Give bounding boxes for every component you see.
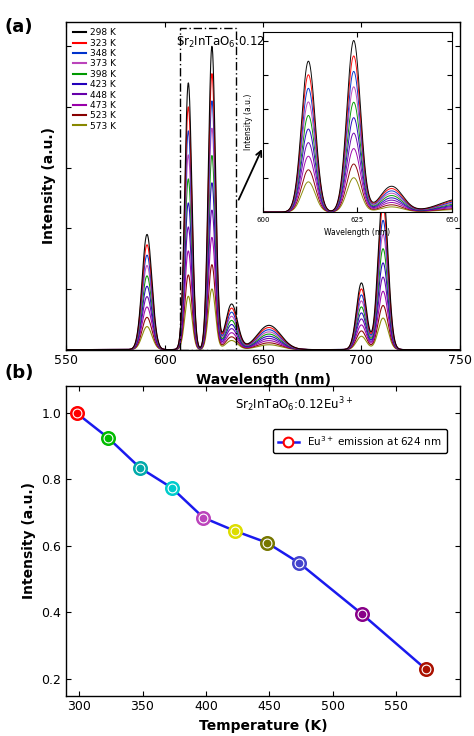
Text: (b): (b) <box>5 364 34 382</box>
Legend: 298 K, 323 K, 348 K, 373 K, 398 K, 423 K, 448 K, 473 K, 523 K, 573 K: 298 K, 323 K, 348 K, 373 K, 398 K, 423 K… <box>71 26 118 132</box>
X-axis label: Wavelength (nm): Wavelength (nm) <box>196 373 330 387</box>
X-axis label: Temperature (K): Temperature (K) <box>199 719 328 733</box>
Bar <box>181 28 236 350</box>
Text: (a): (a) <box>5 18 33 36</box>
Y-axis label: Intensity (a.u.): Intensity (a.u.) <box>22 483 36 599</box>
Y-axis label: Intensity (a.u.): Intensity (a.u.) <box>42 127 56 244</box>
Text: Sr$_2$InTaO$_6$:0.12Eu$^{3+}$: Sr$_2$InTaO$_6$:0.12Eu$^{3+}$ <box>176 32 295 51</box>
Legend: Eu$^{3+}$ emission at 624 nm: Eu$^{3+}$ emission at 624 nm <box>273 428 447 453</box>
Text: Sr$_2$InTaO$_6$:0.12Eu$^{3+}$: Sr$_2$InTaO$_6$:0.12Eu$^{3+}$ <box>236 396 354 414</box>
